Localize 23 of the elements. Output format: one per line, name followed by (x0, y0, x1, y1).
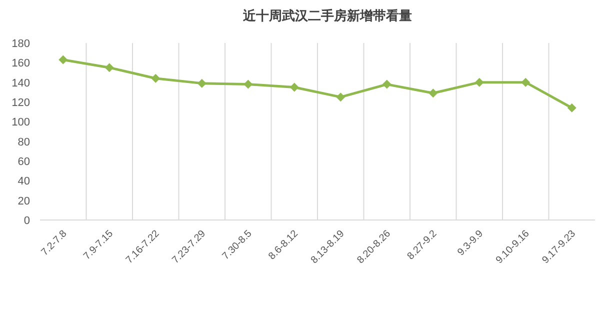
point (151, 74, 160, 83)
y-tick-label: 180 (12, 38, 30, 50)
chart-title: 近十周武汉二手房新增带看量 (242, 8, 412, 23)
point (428, 88, 438, 98)
y-tick-label: 100 (12, 116, 30, 129)
y-tick-label: 80 (18, 136, 30, 148)
y-tick-label: 20 (18, 195, 30, 208)
y-tick-label: 120 (12, 97, 30, 109)
point (244, 80, 253, 89)
point (567, 103, 576, 112)
y-tick-label: 160 (12, 58, 30, 70)
y-tick-label: 40 (18, 176, 30, 188)
point (104, 63, 114, 72)
y-tick-label: 140 (12, 77, 30, 90)
point (197, 78, 206, 88)
y-tick-label: 60 (18, 156, 30, 168)
point (336, 92, 346, 102)
point (58, 55, 68, 64)
point (474, 78, 484, 87)
y-tick-label: 0 (24, 215, 30, 227)
point (521, 78, 530, 87)
point (290, 82, 299, 92)
point (382, 80, 392, 89)
